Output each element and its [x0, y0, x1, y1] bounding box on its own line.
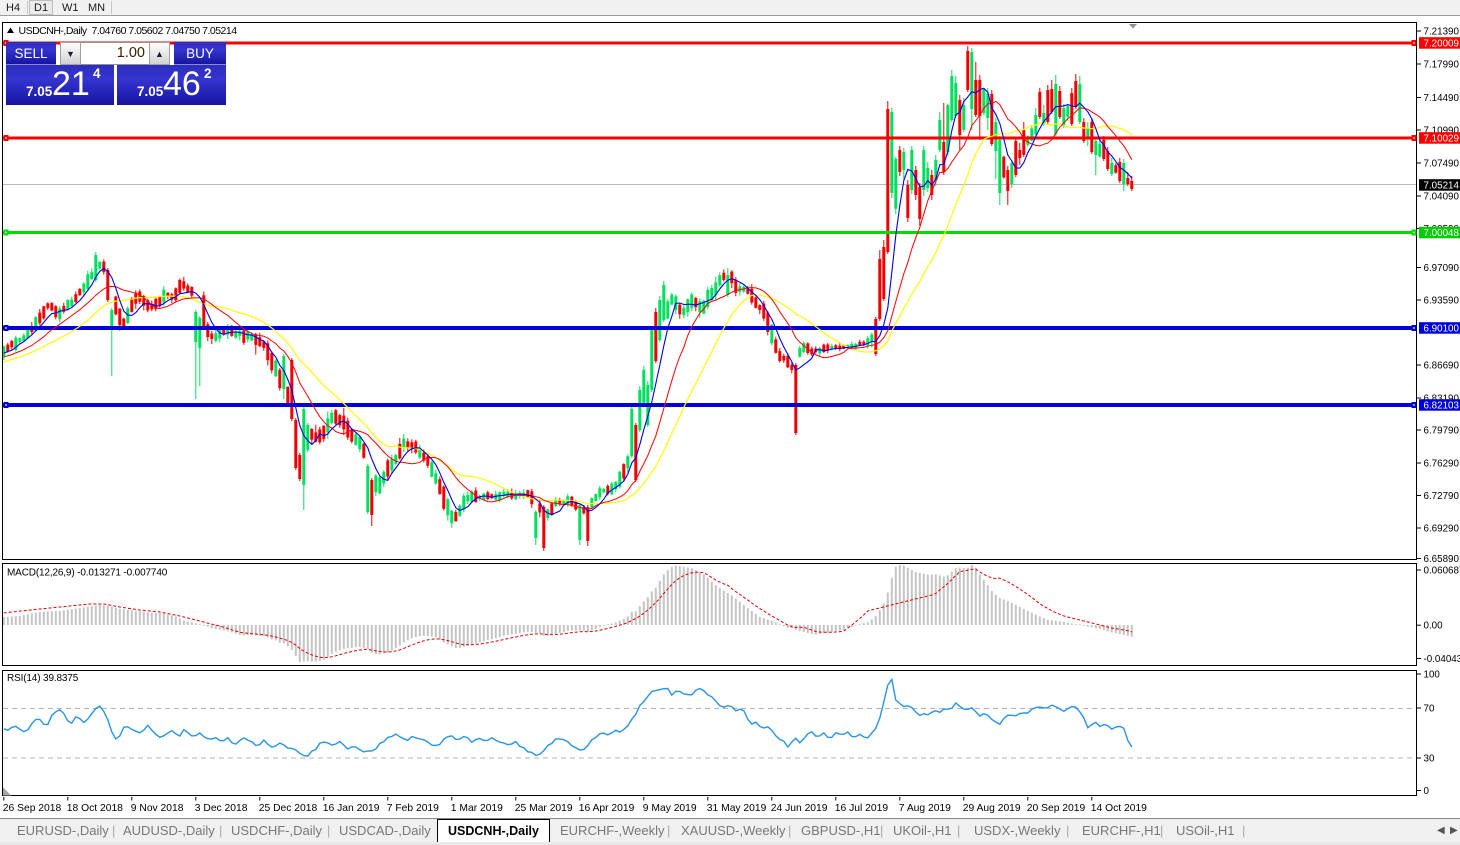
svg-text:14 Oct 2019: 14 Oct 2019	[1091, 803, 1147, 814]
svg-text:0: 0	[1424, 786, 1430, 797]
svg-text:9 Nov 2018: 9 Nov 2018	[131, 803, 184, 814]
svg-text:6.79790: 6.79790	[1424, 426, 1460, 437]
svg-text:0.00: 0.00	[1424, 621, 1444, 632]
svg-text:6.90100: 6.90100	[1424, 324, 1460, 335]
svg-text:26 Sep 2018: 26 Sep 2018	[3, 803, 62, 814]
svg-text:25 Dec 2018: 25 Dec 2018	[259, 803, 318, 814]
svg-text:6.93590: 6.93590	[1424, 296, 1460, 307]
svg-text:7.05214: 7.05214	[1424, 181, 1460, 192]
svg-text:7.00048: 7.00048	[1424, 228, 1460, 239]
svg-text:7.10990: 7.10990	[1424, 126, 1460, 137]
svg-text:1 Mar 2019: 1 Mar 2019	[451, 803, 503, 814]
svg-text:3 Dec 2018: 3 Dec 2018	[195, 803, 248, 814]
svg-text:16 Jul 2019: 16 Jul 2019	[835, 803, 889, 814]
svg-text:7.21390: 7.21390	[1424, 27, 1460, 38]
svg-text:RSI(14) 39.8375: RSI(14) 39.8375	[7, 673, 79, 684]
svg-text:6.76290: 6.76290	[1424, 459, 1460, 470]
svg-text:7 Feb 2019: 7 Feb 2019	[387, 803, 439, 814]
svg-text:7.10029: 7.10029	[1424, 134, 1459, 145]
svg-text:24 Jun 2019: 24 Jun 2019	[771, 803, 828, 814]
svg-text:25 Mar 2019: 25 Mar 2019	[515, 803, 573, 814]
svg-text:7.17990: 7.17990	[1424, 60, 1460, 71]
svg-text:16 Jan 2019: 16 Jan 2019	[323, 803, 380, 814]
svg-text:6.86690: 6.86690	[1424, 361, 1460, 372]
svg-text:29 Aug 2019: 29 Aug 2019	[963, 803, 1021, 814]
svg-text:7.07490: 7.07490	[1424, 159, 1460, 170]
svg-text:31 May 2019: 31 May 2019	[707, 803, 767, 814]
svg-text:7.14490: 7.14490	[1424, 93, 1460, 104]
svg-text:20 Sep 2019: 20 Sep 2019	[1027, 803, 1086, 814]
svg-text:18 Oct 2018: 18 Oct 2018	[67, 803, 123, 814]
svg-text:7.04090: 7.04090	[1424, 192, 1460, 203]
svg-text:100: 100	[1424, 670, 1441, 681]
svg-text:6.65890: 6.65890	[1424, 554, 1460, 565]
svg-text:6.69290: 6.69290	[1424, 524, 1460, 535]
svg-text:30: 30	[1424, 754, 1435, 765]
svg-text:6.82103: 6.82103	[1424, 401, 1460, 412]
svg-text:7.20009: 7.20009	[1424, 39, 1459, 50]
svg-text:MACD(12,26,9) -0.013271 -0.007: MACD(12,26,9) -0.013271 -0.007740	[7, 568, 168, 579]
svg-text:6.97090: 6.97090	[1424, 263, 1460, 274]
svg-text:7 Aug 2019: 7 Aug 2019	[899, 803, 951, 814]
svg-text:16 Apr 2019: 16 Apr 2019	[579, 803, 635, 814]
svg-text:9 May 2019: 9 May 2019	[643, 803, 697, 814]
svg-text:0.060687: 0.060687	[1424, 566, 1460, 577]
svg-text:-0.040432: -0.040432	[1424, 654, 1460, 665]
svg-text:USDCNH-,Daily 7.04760 7.05602: USDCNH-,Daily 7.04760 7.05602 7.04750 7.…	[19, 25, 238, 37]
svg-text:6.83190: 6.83190	[1424, 394, 1460, 405]
svg-text:70: 70	[1424, 704, 1435, 715]
svg-text:6.72790: 6.72790	[1424, 491, 1460, 502]
